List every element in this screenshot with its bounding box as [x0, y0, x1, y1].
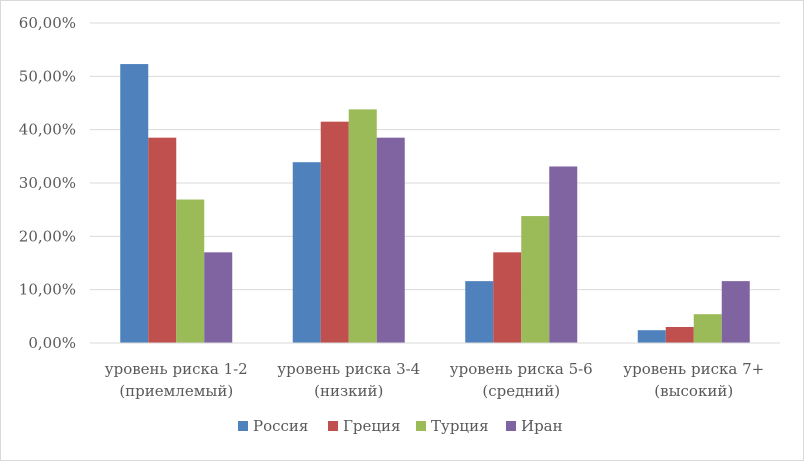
legend-swatch — [328, 421, 338, 431]
legend-label: Иран — [521, 417, 563, 435]
bar — [348, 109, 377, 344]
bar — [521, 216, 550, 343]
legend-label: Турция — [431, 417, 489, 435]
x-tick-label: уровень риска 7+ — [623, 360, 764, 378]
legend-swatch — [238, 421, 248, 431]
bar — [148, 137, 177, 343]
x-tick-label: уровень риска 5-6 — [450, 360, 593, 378]
bar — [721, 281, 750, 343]
y-tick-label: 40,00% — [19, 121, 76, 139]
bar — [204, 252, 233, 343]
bar — [693, 314, 722, 343]
x-tick-label: (средний) — [482, 382, 560, 400]
legend-swatch — [506, 421, 516, 431]
legend: Россия Греция Турция Иран — [238, 417, 563, 435]
bar — [120, 64, 149, 344]
bar — [176, 199, 205, 343]
bar — [665, 327, 694, 343]
bar — [376, 137, 405, 343]
y-axis-ticks: 0,00% 10,00% 20,00% 30,00% 40,00% 50,00% 60,00… — [19, 14, 76, 352]
bars — [120, 64, 750, 344]
legend-label: Греция — [343, 417, 401, 435]
y-tick-label: 10,00% — [19, 281, 76, 299]
x-tick-label: (высокий) — [654, 382, 733, 400]
bar — [493, 252, 522, 343]
y-tick-label: 50,00% — [19, 67, 76, 85]
bar — [549, 166, 578, 343]
y-tick-label: 20,00% — [19, 227, 76, 245]
legend-swatch — [416, 421, 426, 431]
x-tick-label: уровень риска 1-2 — [105, 360, 248, 378]
x-tick-label: (низкий) — [314, 382, 383, 400]
category-labels: уровень риска 1-2 (приемлемый) уровень рис… — [105, 360, 764, 400]
bar — [320, 121, 349, 344]
y-tick-label: 30,00% — [19, 174, 76, 192]
bar — [465, 281, 494, 343]
x-tick-label: (приемлемый) — [119, 382, 233, 400]
legend-label: Россия — [253, 417, 308, 435]
x-tick-label: уровень риска 3-4 — [277, 360, 420, 378]
y-tick-label: 0,00% — [28, 334, 76, 352]
y-tick-label: 60,00% — [19, 14, 76, 32]
bar — [292, 162, 321, 343]
bar — [637, 330, 666, 343]
